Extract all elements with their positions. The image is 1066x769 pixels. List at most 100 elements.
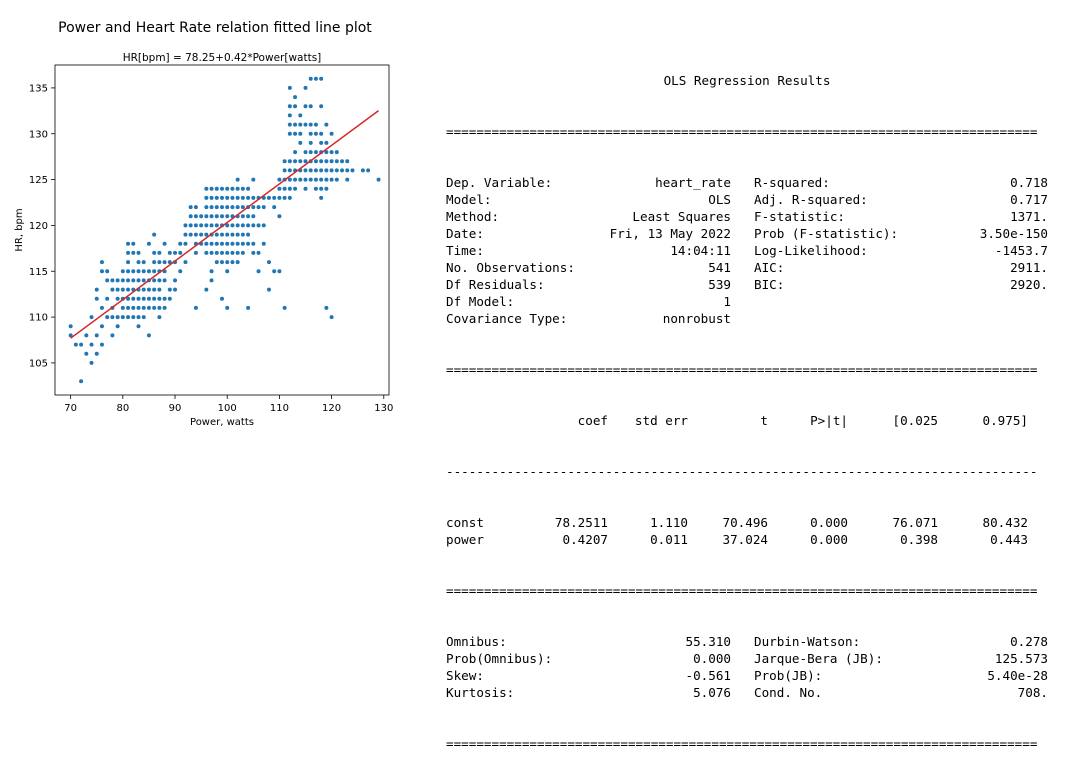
data-point: [188, 223, 193, 228]
coef-header-row: coef std err t P>|t| [0.025 0.975]: [446, 412, 1048, 429]
data-point: [308, 140, 313, 145]
data-point: [293, 177, 298, 182]
data-point: [89, 342, 94, 347]
stat-label: Adj. R-squared:: [754, 192, 868, 207]
data-point: [246, 305, 251, 310]
data-point: [266, 195, 271, 200]
separator-double: ========================================…: [446, 362, 1038, 377]
stat-row: Df Residuals: 539 BIC: 2920.: [446, 276, 1048, 293]
data-point: [152, 250, 157, 255]
row-label: power: [446, 532, 484, 547]
data-point: [214, 195, 219, 200]
data-point: [225, 195, 230, 200]
data-point: [79, 342, 84, 347]
spacer: [731, 293, 754, 310]
data-point: [308, 150, 313, 155]
data-point: [313, 131, 318, 136]
data-point: [334, 168, 339, 173]
data-point: [188, 232, 193, 237]
data-point: [94, 296, 99, 301]
data-point: [313, 177, 318, 182]
stat-row: No. Observations: 541 AIC: 2911.: [446, 259, 1048, 276]
data-point: [220, 241, 224, 246]
data-point: [84, 333, 89, 338]
data-point: [136, 278, 141, 283]
data-point: [105, 278, 110, 283]
spacer: [731, 276, 754, 293]
data-point: [319, 168, 324, 173]
data-point: [277, 177, 282, 182]
data-point: [376, 177, 381, 182]
stat-label: [754, 310, 929, 327]
data-point: [146, 305, 151, 310]
data-point: [282, 159, 287, 164]
data-point: [131, 315, 136, 320]
coef-cell: 0.443: [990, 532, 1028, 547]
data-point: [235, 186, 240, 191]
model-info-section: Dep. Variable: heart_rate R-squared: 0.718 M…: [446, 174, 1048, 327]
data-point: [126, 287, 131, 292]
data-point: [115, 287, 120, 292]
data-point: [277, 214, 282, 219]
data-point: [272, 205, 277, 210]
data-point: [89, 360, 94, 365]
stat-label: Kurtosis:: [446, 685, 515, 700]
scatter-plot: HR[bpm] = 78.25+0.42*Power[watts] 70 80 90 1…: [14, 52, 393, 428]
data-point: [209, 186, 214, 191]
data-point: [240, 205, 245, 210]
stat-value: 5.076: [693, 685, 731, 700]
data-point: [209, 223, 214, 228]
y-tick-label: 125: [29, 175, 48, 186]
y-tick-label: 105: [29, 358, 48, 369]
x-tick-label: 110: [270, 403, 289, 414]
data-point: [167, 260, 172, 265]
data-point: [167, 296, 172, 301]
chart-subtitle: HR[bpm] = 78.25+0.42*Power[watts]: [123, 52, 322, 64]
coef-cell: 0.4207: [562, 532, 609, 547]
data-point: [141, 305, 146, 310]
data-point: [126, 296, 131, 301]
data-point: [105, 269, 110, 274]
data-point: [324, 122, 329, 127]
data-point: [308, 76, 313, 81]
data-point: [167, 287, 172, 292]
data-point: [94, 287, 99, 292]
data-point: [209, 241, 214, 246]
separator-single: ----------------------------------------…: [446, 464, 1038, 479]
data-point: [115, 278, 120, 283]
data-point: [204, 214, 209, 219]
plot-frame: [54, 64, 390, 396]
data-point: [68, 324, 73, 329]
stat-label: Skew:: [446, 668, 484, 683]
coef-cell: 70.496: [722, 515, 769, 530]
data-point: [251, 205, 256, 210]
data-point: [313, 159, 318, 164]
data-point: [209, 214, 214, 219]
data-point: [220, 250, 224, 255]
data-point: [152, 232, 157, 237]
data-point: [266, 260, 271, 265]
data-point: [126, 305, 131, 310]
data-point: [214, 241, 219, 246]
data-point: [131, 250, 136, 255]
stat-value: nonrobust: [662, 311, 731, 326]
data-point: [319, 159, 324, 164]
data-point: [350, 168, 355, 173]
data-point: [162, 241, 167, 246]
stat-value: 539: [708, 277, 731, 292]
data-point: [178, 250, 183, 255]
data-point: [329, 315, 334, 320]
data-point: [240, 232, 245, 237]
data-point: [240, 250, 245, 255]
data-point: [308, 104, 313, 109]
data-point: [126, 260, 131, 265]
data-point: [303, 186, 308, 191]
data-point: [225, 205, 230, 210]
data-point: [157, 278, 162, 283]
data-point: [73, 342, 78, 347]
data-point: [334, 177, 339, 182]
stat-label: AIC:: [754, 260, 785, 275]
data-point: [235, 223, 240, 228]
data-point: [282, 305, 287, 310]
row-label: [446, 412, 526, 429]
